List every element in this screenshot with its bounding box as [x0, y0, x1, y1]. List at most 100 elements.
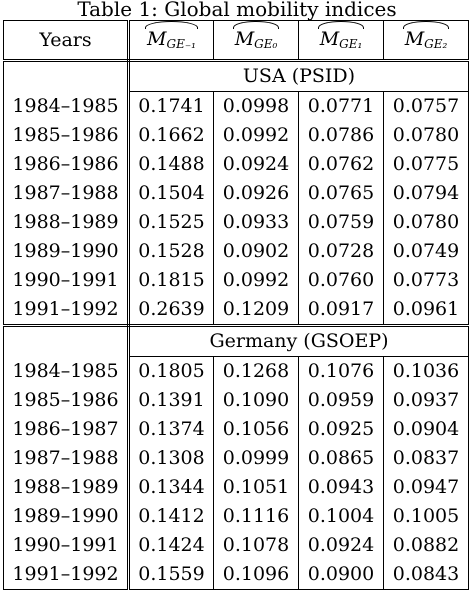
table-row: 1986–1987 0.1374 0.1056 0.0925 0.0904 [3, 415, 469, 444]
value-cell: 0.1116 [213, 502, 299, 531]
value-cell: 0.0759 [298, 208, 384, 237]
table-row: 1991–1992 0.1559 0.1096 0.0900 0.0843 [3, 560, 469, 590]
value-cell: 0.1209 [213, 295, 299, 327]
value-cell: 0.0947 [383, 473, 469, 502]
value-cell: 0.1004 [298, 502, 384, 531]
years-cell: 1985–1986 [3, 386, 130, 415]
column-header-m-ge2: MGE₂ [383, 20, 469, 62]
value-cell: 0.1096 [213, 560, 299, 590]
years-cell: 1991–1992 [3, 295, 130, 327]
value-cell: 0.1559 [128, 560, 214, 590]
value-cell: 0.0959 [298, 386, 384, 415]
group-header-row: Germany (GSOEP) [3, 325, 469, 357]
value-cell: 0.0837 [383, 444, 469, 473]
value-cell: 0.0780 [383, 121, 469, 150]
table-row: 1990–1991 0.1815 0.0992 0.0760 0.0773 [3, 266, 469, 295]
years-cell: 1989–1990 [3, 502, 130, 531]
value-cell: 0.1051 [213, 473, 299, 502]
table-row: 1988–1989 0.1525 0.0933 0.0759 0.0780 [3, 208, 469, 237]
value-cell: 0.1805 [128, 356, 214, 386]
table-row: 1989–1990 0.1528 0.0902 0.0728 0.0749 [3, 237, 469, 266]
years-cell: 1985–1986 [3, 121, 130, 150]
value-cell: 0.0749 [383, 237, 469, 266]
years-cell: 1988–1989 [3, 208, 130, 237]
value-cell: 0.1391 [128, 386, 214, 415]
table-row: 1987–1988 0.1504 0.0926 0.0765 0.0794 [3, 179, 469, 208]
value-cell: 0.0771 [298, 91, 384, 121]
value-cell: 0.0760 [298, 266, 384, 295]
table-body: USA (PSID) 1984–1985 0.1741 0.0998 0.0771 0.0… [3, 60, 469, 590]
years-cell: 1984–1985 [3, 91, 130, 121]
value-cell: 0.0943 [298, 473, 384, 502]
value-cell: 0.1412 [128, 502, 214, 531]
value-cell: 0.0762 [298, 150, 384, 179]
value-cell: 0.1308 [128, 444, 214, 473]
value-cell: 0.1488 [128, 150, 214, 179]
value-cell: 0.0882 [383, 531, 469, 560]
value-cell: 0.0904 [383, 415, 469, 444]
value-cell: 0.0933 [213, 208, 299, 237]
value-cell: 0.1662 [128, 121, 214, 150]
value-cell: 0.1525 [128, 208, 214, 237]
value-cell: 0.0999 [213, 444, 299, 473]
value-cell: 0.1528 [128, 237, 214, 266]
value-cell: 0.1815 [128, 266, 214, 295]
table-row: 1990–1991 0.1424 0.1078 0.0924 0.0882 [3, 531, 469, 560]
column-header-m-ge1: MGE₁ [298, 20, 384, 62]
value-cell: 0.0843 [383, 560, 469, 590]
table-row: 1986–1986 0.1488 0.0924 0.0762 0.0775 [3, 150, 469, 179]
value-cell: 0.1078 [213, 531, 299, 560]
value-cell: 0.0775 [383, 150, 469, 179]
value-cell: 0.1424 [128, 531, 214, 560]
value-cell: 0.1056 [213, 415, 299, 444]
years-cell: 1984–1985 [3, 356, 130, 386]
group-label: Germany (GSOEP) [128, 325, 469, 357]
value-cell: 0.1076 [298, 356, 384, 386]
value-cell: 0.1741 [128, 91, 214, 121]
value-cell: 0.1005 [383, 502, 469, 531]
years-header: Years [3, 20, 130, 62]
years-cell: 1990–1991 [3, 266, 130, 295]
value-cell: 0.0902 [213, 237, 299, 266]
value-cell: 0.0865 [298, 444, 384, 473]
years-cell: 1986–1987 [3, 415, 130, 444]
value-cell: 0.0924 [298, 531, 384, 560]
value-cell: 0.1504 [128, 179, 214, 208]
column-header-m-ge0: MGE₀ [213, 20, 299, 62]
value-cell: 0.0998 [213, 91, 299, 121]
table-row: 1985–1986 0.1662 0.0992 0.0786 0.0780 [3, 121, 469, 150]
mobility-table: Years MGE₋₁ MGE₀ MGE₁ MGE₂ USA (PSID) 198… [3, 20, 469, 590]
value-cell: 0.0900 [298, 560, 384, 590]
table-row: 1984–1985 0.1741 0.0998 0.0771 0.0757 [3, 91, 469, 121]
value-cell: 0.1344 [128, 473, 214, 502]
years-cell: 1986–1986 [3, 150, 130, 179]
table-caption: Table 1: Global mobility indices [77, 0, 397, 21]
group-header-spacer [3, 325, 130, 357]
table-row: 1985–1986 0.1391 0.1090 0.0959 0.0937 [3, 386, 469, 415]
years-cell: 1989–1990 [3, 237, 130, 266]
table-row: 1989–1990 0.1412 0.1116 0.1004 0.1005 [3, 502, 469, 531]
group-header-row: USA (PSID) [3, 60, 469, 92]
table-row: 1991–1992 0.2639 0.1209 0.0917 0.0961 [3, 295, 469, 327]
years-cell: 1990–1991 [3, 531, 130, 560]
value-cell: 0.0924 [213, 150, 299, 179]
group-label: USA (PSID) [128, 60, 469, 92]
group-header-spacer [3, 60, 130, 92]
value-cell: 0.0961 [383, 295, 469, 327]
column-header-m-ge-minus1: MGE₋₁ [128, 20, 214, 62]
value-cell: 0.1268 [213, 356, 299, 386]
header-row: Years MGE₋₁ MGE₀ MGE₁ MGE₂ [3, 20, 469, 62]
value-cell: 0.2639 [128, 295, 214, 327]
value-cell: 0.1090 [213, 386, 299, 415]
value-cell: 0.1036 [383, 356, 469, 386]
value-cell: 0.0925 [298, 415, 384, 444]
table-row: 1987–1988 0.1308 0.0999 0.0865 0.0837 [3, 444, 469, 473]
years-cell: 1987–1988 [3, 444, 130, 473]
value-cell: 0.0926 [213, 179, 299, 208]
years-cell: 1991–1992 [3, 560, 130, 590]
value-cell: 0.0992 [213, 121, 299, 150]
value-cell: 0.0794 [383, 179, 469, 208]
value-cell: 0.0757 [383, 91, 469, 121]
value-cell: 0.0786 [298, 121, 384, 150]
years-cell: 1988–1989 [3, 473, 130, 502]
